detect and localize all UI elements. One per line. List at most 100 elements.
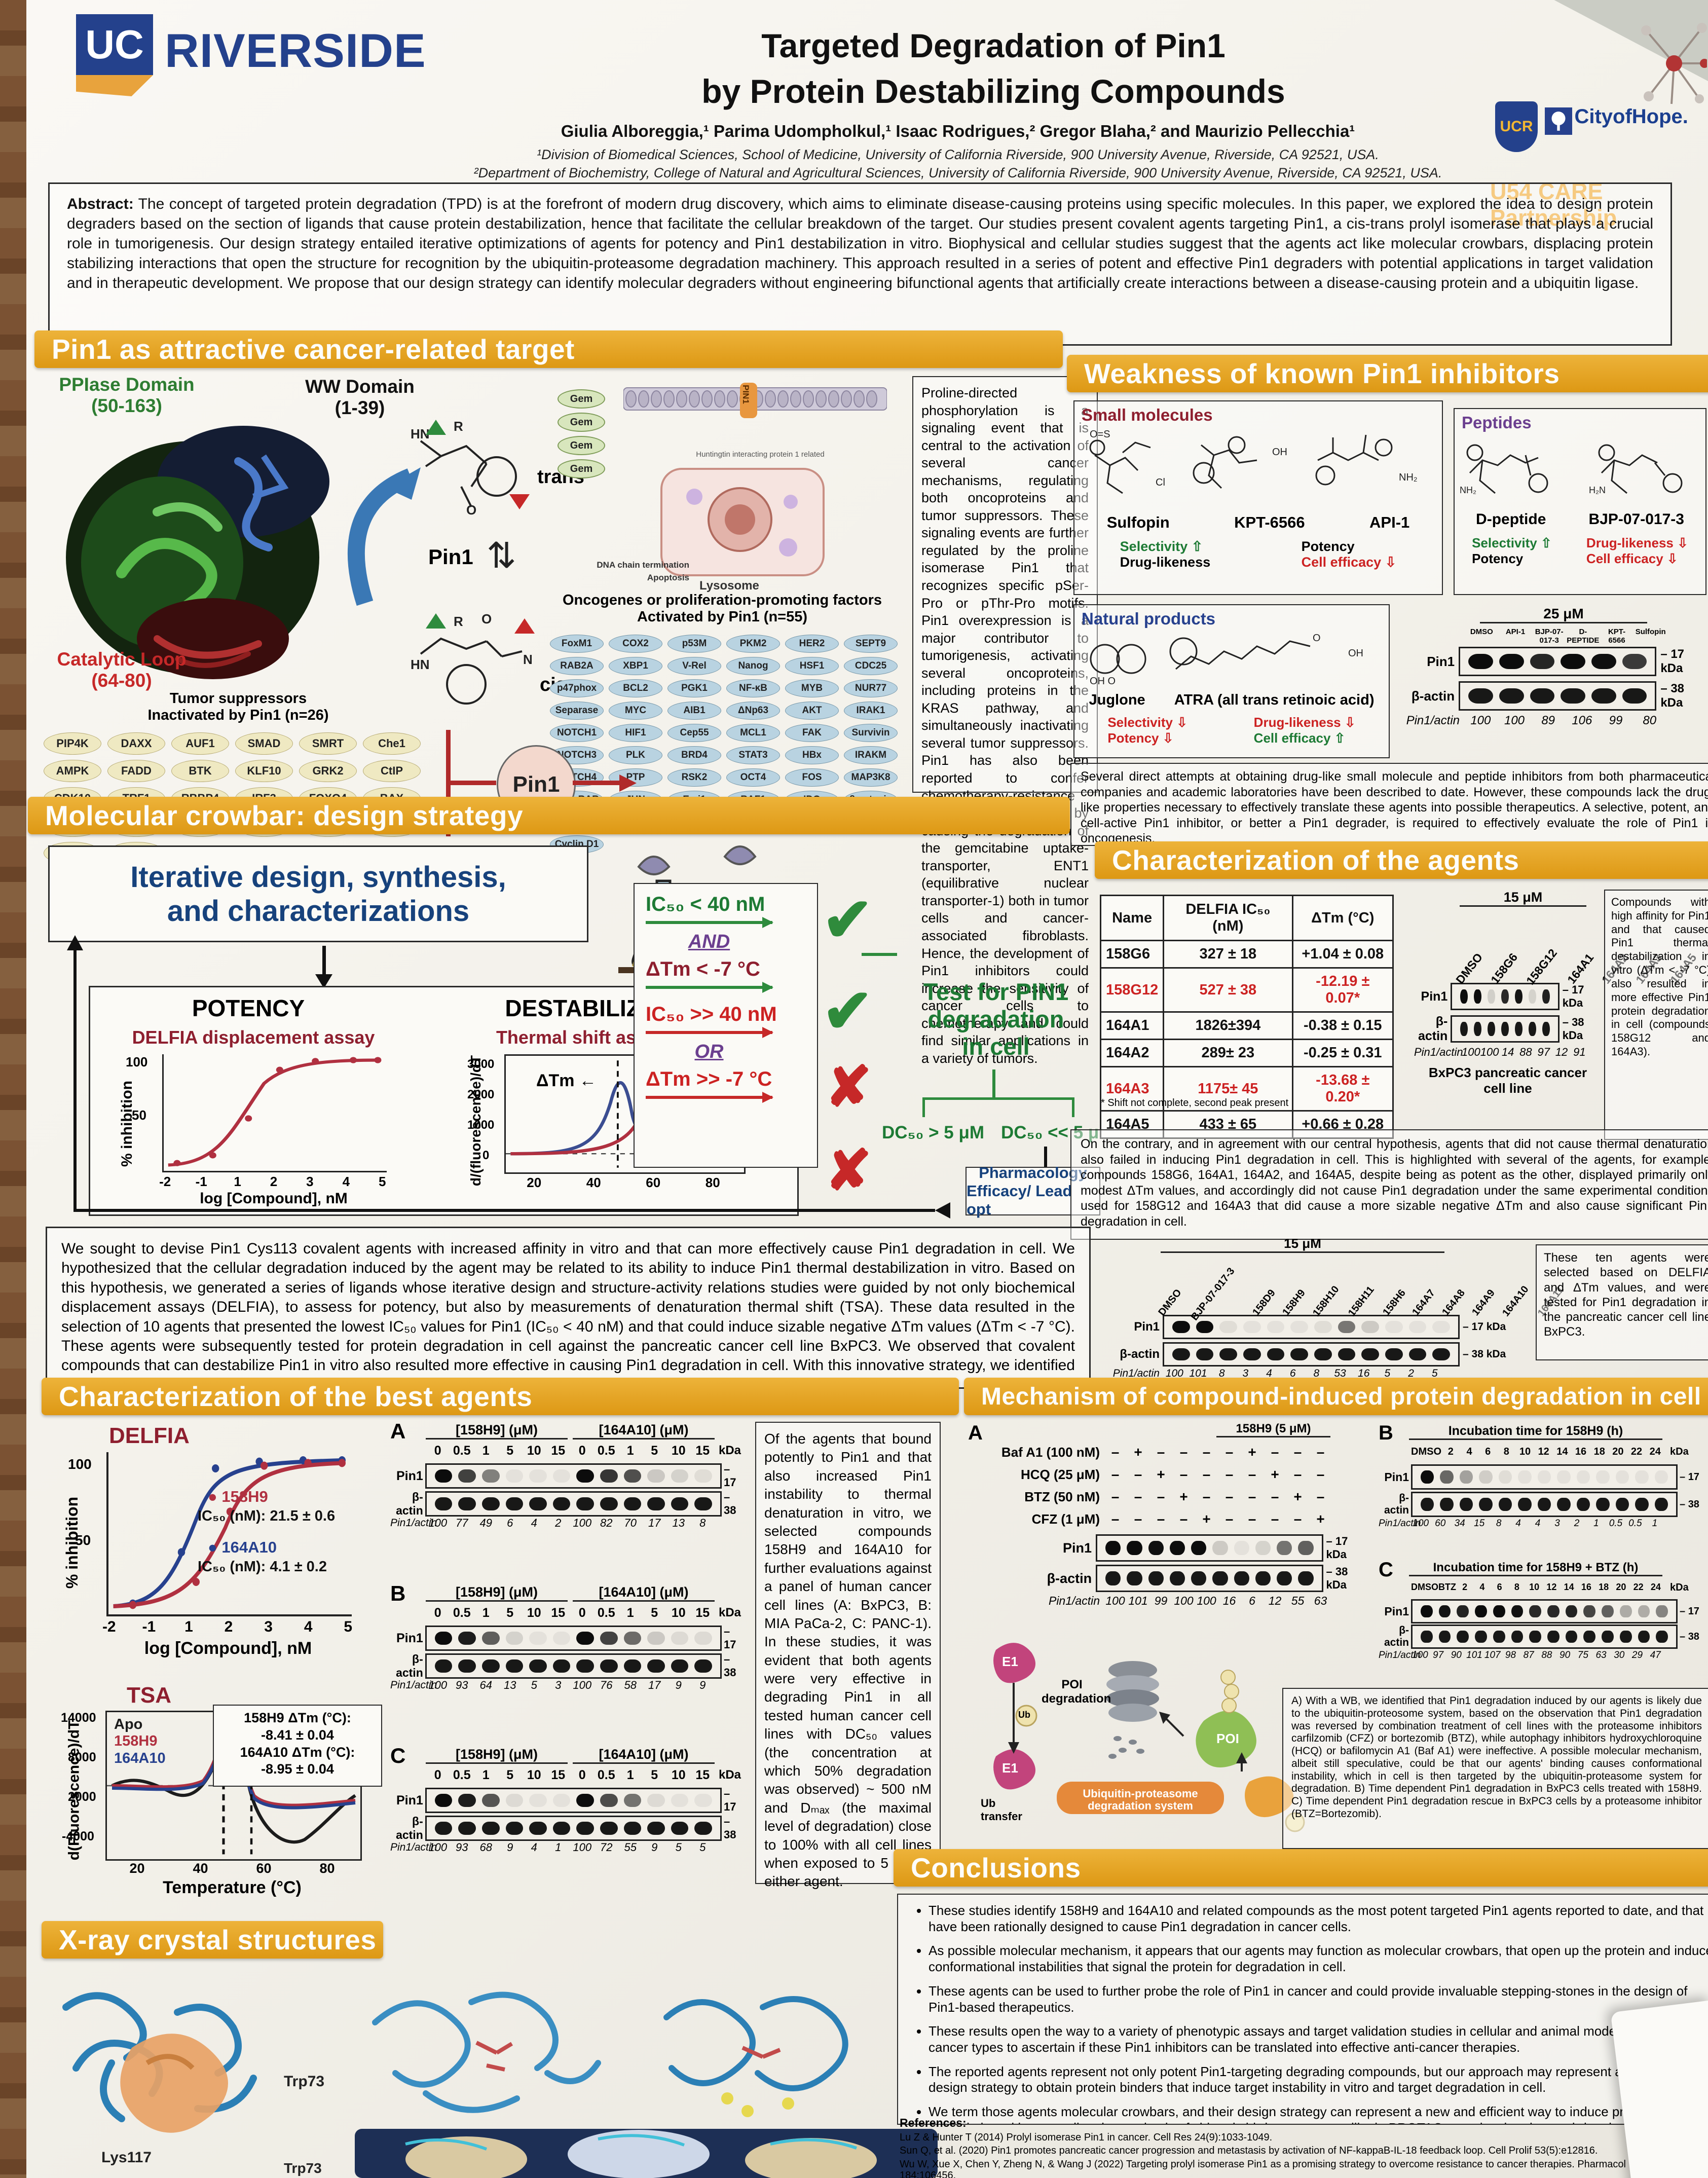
oncogenes-title-line1: Oncogenes or proliferation-promoting fac… <box>563 592 882 608</box>
panelB-value: 3 <box>555 1679 562 1691</box>
pm-mark: – <box>1134 1489 1142 1504</box>
ups-label: Ubiquitin-proteasome degradation system <box>1083 1787 1198 1813</box>
dose-label: 1 <box>482 1768 490 1782</box>
wb-ratio-value: 106 <box>1572 714 1592 727</box>
dose-label: 0 <box>578 1768 586 1782</box>
wb1-lane-label: 164A1 <box>1565 951 1596 986</box>
dose-label: 5 <box>651 1768 658 1782</box>
small-pro-2: Drug-likeness <box>1120 555 1211 570</box>
dose-label: 0 <box>578 1444 586 1458</box>
cell-name: 164A2 <box>1099 1039 1165 1067</box>
mechB-value: 4 <box>1535 1518 1541 1529</box>
dose-label: 10 <box>671 1606 686 1620</box>
poster-title-line2: by Protein Destabilizing Compounds <box>701 72 1285 110</box>
k38: – 38 <box>723 1491 736 1517</box>
mechA-value: 16 <box>1222 1594 1236 1607</box>
kda-header: kDa <box>719 1606 741 1619</box>
reference-item: Wu W, Xue X, Chen Y, Zheng N, & Wang J (… <box>900 2158 1647 2178</box>
wb-lane-label: KPT-6566 <box>1608 627 1626 645</box>
dose-label: 0.5 <box>453 1606 471 1620</box>
mechB-lane: 2 <box>1447 1446 1454 1457</box>
mechA-pin1: Pin1 <box>1063 1540 1092 1556</box>
panelC-value: 5 <box>675 1841 682 1854</box>
cityofhope-logo: CityofHope. <box>1545 105 1697 135</box>
wb2-lane-label: DMSO <box>1156 1287 1184 1318</box>
pm-mark: – <box>1248 1466 1256 1482</box>
mechB-lane: 10 <box>1519 1446 1531 1457</box>
iterative-line1: Iterative design, synthesis, <box>130 860 506 894</box>
oncogene-bubble: SEPT9 <box>844 635 898 653</box>
pm-mark: – <box>1293 1466 1302 1482</box>
pharmacology-box: Pharmacology Efficacy/ Lead opt <box>966 1164 1100 1218</box>
section-xray: X-ray crystal structures <box>42 1921 383 1959</box>
mechC-title: Incubation time for 158H9 + BTZ (h) <box>1409 1561 1662 1576</box>
mechB-value: 2 <box>1574 1518 1580 1529</box>
mechB-label: B <box>1379 1422 1393 1444</box>
criteria-fail-arrow <box>646 1027 773 1038</box>
svg-text:O: O <box>1313 633 1321 644</box>
section-mechanism: Mechanism of compound-induced protein de… <box>964 1378 1708 1415</box>
delfia-xtick: 4 <box>342 1174 350 1189</box>
wb2-k17: – 17 kDa <box>1463 1321 1506 1333</box>
suppressor-bubble: BTK <box>171 760 229 782</box>
wb-conc-label: 25 μM <box>1480 606 1647 623</box>
xmark-2: ✘ <box>825 1139 872 1202</box>
nat-pro-2: Potency ⇩ <box>1107 730 1174 746</box>
dose-label: 0 <box>578 1606 586 1620</box>
pin1-label: Pin1 <box>396 1793 423 1807</box>
equilibrium-arrows: ⇅ <box>487 536 516 575</box>
mechB-k38: – 38 <box>1680 1498 1699 1510</box>
suppressor-bubble: GRK2 <box>299 760 357 782</box>
cell-ic50: 1175± 45 <box>1163 1066 1293 1112</box>
tsa-ytick-0: 0 <box>482 1149 490 1162</box>
wb2-pin1-blot <box>1163 1315 1460 1339</box>
delfia-ytick-50: 50 <box>132 1108 146 1123</box>
section-target: Pin1 as attractive cancer-related target <box>34 330 1063 368</box>
reference-item: Sun Q, et al. (2020) Pin1 promotes pancr… <box>900 2145 1598 2157</box>
suppressor-bubble: AMPK <box>44 760 101 782</box>
conclusion-bullet: The reported agents represent not only p… <box>929 2064 1708 2096</box>
loop-line-h <box>73 1209 935 1212</box>
inhibition-bar <box>446 730 451 836</box>
oncogene-bubble: AIB1 <box>667 702 721 720</box>
dose-label: 15 <box>551 1768 566 1782</box>
iterative-line2: and characterizations <box>167 894 470 928</box>
ratio-label: Pin1/actin <box>390 1841 437 1853</box>
tsa-ytick-3000: 3000 <box>467 1057 495 1071</box>
references-list: Lu Z & Hunter T (2014) Prolyl isomerase … <box>900 2132 1703 2178</box>
mechC-k38: – 38 <box>1680 1631 1699 1642</box>
section-xray-label: X-ray crystal structures <box>59 1924 377 1955</box>
oncogene-bubble: Survivin <box>844 724 898 742</box>
dose-label: 10 <box>671 1444 686 1458</box>
svg-text:N: N <box>523 652 533 667</box>
references-label: References: <box>900 2116 967 2129</box>
nat-cons: Drug-likeness ⇩ Cell efficacy ⇧ <box>1254 715 1356 746</box>
suppressors-title-line2: Inactivated by Pin1 (n=26) <box>147 707 329 723</box>
mechC-lanes: DMSO BTZ 2 4 6 8 10 12 14 16 18 20 22 24 <box>1411 1582 1664 1593</box>
best-delfia-xticks: -2 -1 1 2 3 4 5 <box>89 1618 368 1636</box>
wb2-lane-labels: DMSO BJP-07-017-3 158D9 158H9 158H10 158H11 15… <box>1156 1266 1566 1323</box>
best-delfia-xtick: 2 <box>224 1618 233 1635</box>
actin-label: β-actin <box>396 1652 423 1679</box>
e1-label-1: E1 <box>1002 1654 1018 1669</box>
actin-label: β-actin <box>396 1490 423 1517</box>
pm-mark: – <box>1134 1466 1142 1482</box>
e1-label-2: E1 <box>1002 1760 1018 1776</box>
conclusions-box: These studies identify 158H9 and 164A10 … <box>897 1894 1708 2125</box>
mechA-value: 101 <box>1128 1594 1148 1607</box>
dose-label: 0.5 <box>597 1606 615 1620</box>
mechC-lane: 20 <box>1616 1582 1626 1592</box>
wb2-lane-label: 158H6 <box>1380 1287 1408 1318</box>
oncogene-bubble: NOTCH1 <box>550 724 604 742</box>
best-delfia-xtick: 1 <box>184 1618 193 1635</box>
best-tsa-xtick: 80 <box>319 1861 335 1876</box>
trp73b-label: Trp73 <box>284 2160 322 2176</box>
panelB-value: 17 <box>648 1679 661 1691</box>
pm-mark: – <box>1316 1466 1325 1482</box>
section-mechanism-label: Mechanism of compound-induced protein de… <box>981 1383 1701 1410</box>
criteria-pass-arrow2 <box>646 982 773 993</box>
conclusion-bullet: These agents can be used to further prob… <box>929 1983 1708 2015</box>
ww-line2: (1-39) <box>335 397 385 418</box>
best-side-text: Of the agents that bound potently to Pin… <box>755 1422 941 1889</box>
suppressor-bubble: CtIP <box>363 760 421 782</box>
